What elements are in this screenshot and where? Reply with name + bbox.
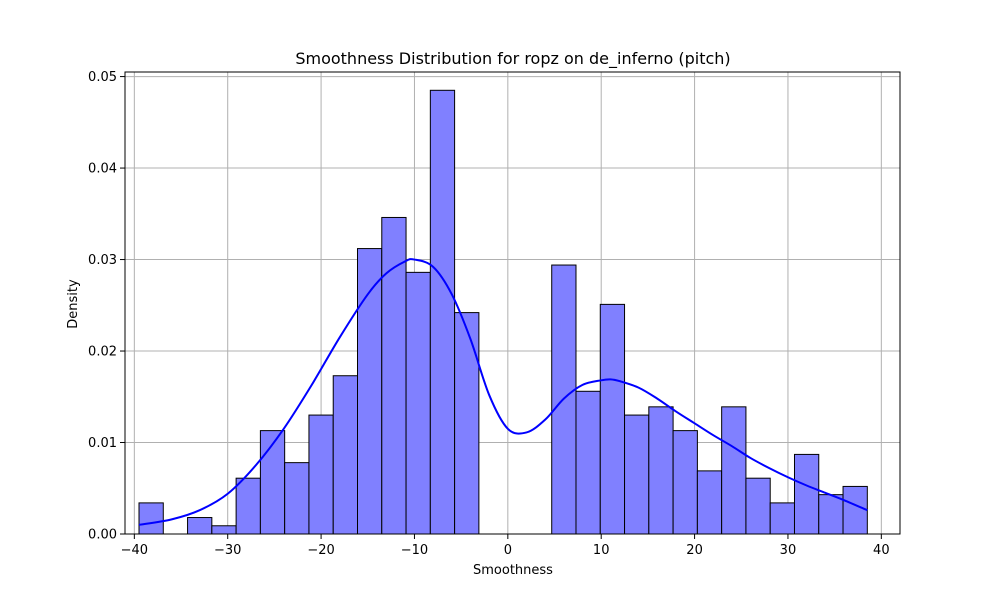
- x-tick-label: 0: [504, 543, 512, 558]
- histogram-bar: [259, 430, 286, 535]
- histogram-bar: [429, 89, 456, 535]
- histogram-bar: [599, 303, 626, 535]
- axis-ticks: −40 −30 −20 −10 0 10 20 30 40 0.00 0.01 0.02 0.03 0.0…: [88, 70, 890, 558]
- x-tick-label: −40: [121, 543, 148, 558]
- histogram-bar: [405, 271, 431, 535]
- x-tick-label: −20: [307, 543, 334, 558]
- histogram-bar: [575, 390, 601, 535]
- y-tick-label: 0.02: [88, 345, 117, 360]
- histogram-bar: [284, 462, 310, 535]
- histogram-bar: [187, 517, 213, 535]
- histogram-bar: [381, 216, 407, 535]
- x-axis-label: Smoothness: [473, 563, 553, 578]
- x-tick-label: 40: [873, 543, 890, 558]
- histogram-bar: [745, 477, 771, 535]
- histogram-bar: [721, 406, 747, 535]
- histogram-bars: [138, 89, 868, 535]
- histogram-bar: [624, 414, 650, 535]
- histogram-bar: [235, 477, 261, 535]
- kde-curve-group: [138, 258, 868, 526]
- x-tick-label: −10: [401, 543, 428, 558]
- y-axis-label: Density: [66, 279, 81, 329]
- histogram-bar: [211, 525, 237, 535]
- histogram-bar: [696, 470, 723, 535]
- histogram-bar: [308, 414, 334, 535]
- chart-title: Smoothness Distribution for ropz on de_i…: [295, 49, 730, 69]
- histogram-bar: [138, 502, 164, 535]
- y-tick-label: 0.05: [88, 70, 117, 85]
- histogram-bar: [769, 502, 795, 535]
- histogram-bar: [818, 494, 844, 535]
- y-tick-label: 0.04: [88, 162, 117, 177]
- histogram-bar: [672, 430, 698, 535]
- histogram-bar: [842, 485, 868, 535]
- y-tick-label: 0.01: [88, 436, 117, 451]
- x-tick-label: 20: [686, 543, 703, 558]
- histogram-bar: [793, 453, 820, 535]
- x-tick-label: 10: [593, 543, 610, 558]
- histogram-bar: [648, 406, 674, 535]
- y-tick-label: 0.03: [88, 253, 117, 268]
- plot-frame: [124, 71, 901, 535]
- histogram-bar: [332, 375, 359, 535]
- histogram-bar: [454, 312, 480, 535]
- y-tick-label: 0.00: [88, 528, 117, 543]
- x-tick-label: 30: [780, 543, 797, 558]
- kde-curve: [138, 258, 868, 526]
- x-tick-label: −30: [214, 543, 241, 558]
